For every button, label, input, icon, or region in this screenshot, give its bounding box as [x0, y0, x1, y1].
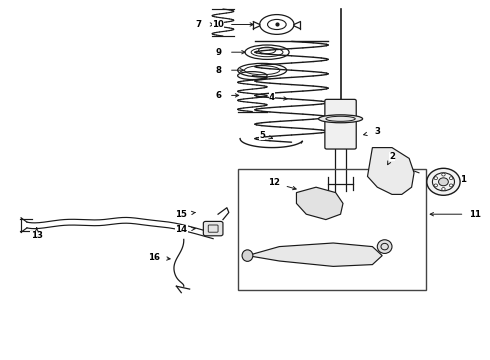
Text: 15: 15 — [175, 210, 187, 219]
Ellipse shape — [442, 188, 445, 190]
Ellipse shape — [439, 178, 448, 186]
Ellipse shape — [427, 168, 460, 195]
Text: 4: 4 — [269, 93, 275, 102]
Ellipse shape — [442, 173, 445, 176]
Text: 5: 5 — [259, 130, 265, 139]
Text: 6: 6 — [215, 91, 221, 100]
Text: 7: 7 — [196, 20, 201, 29]
Text: 11: 11 — [469, 210, 481, 219]
Text: 14: 14 — [175, 225, 187, 234]
Text: 12: 12 — [269, 178, 280, 187]
Polygon shape — [368, 148, 414, 194]
FancyBboxPatch shape — [325, 99, 356, 149]
FancyBboxPatch shape — [203, 221, 223, 236]
Text: 3: 3 — [374, 127, 380, 136]
Ellipse shape — [377, 240, 392, 253]
Text: 13: 13 — [31, 231, 43, 240]
Ellipse shape — [318, 115, 363, 123]
Text: 10: 10 — [212, 20, 224, 29]
Ellipse shape — [449, 177, 453, 180]
Polygon shape — [247, 243, 382, 266]
Text: 8: 8 — [215, 66, 221, 75]
Ellipse shape — [434, 184, 438, 187]
Text: 2: 2 — [389, 152, 395, 161]
Ellipse shape — [449, 184, 453, 187]
Ellipse shape — [242, 250, 253, 261]
Polygon shape — [296, 187, 343, 220]
Ellipse shape — [434, 177, 438, 180]
Text: 9: 9 — [215, 48, 221, 57]
Bar — [238, 169, 426, 290]
Text: 1: 1 — [460, 175, 466, 184]
Text: 16: 16 — [148, 253, 160, 262]
